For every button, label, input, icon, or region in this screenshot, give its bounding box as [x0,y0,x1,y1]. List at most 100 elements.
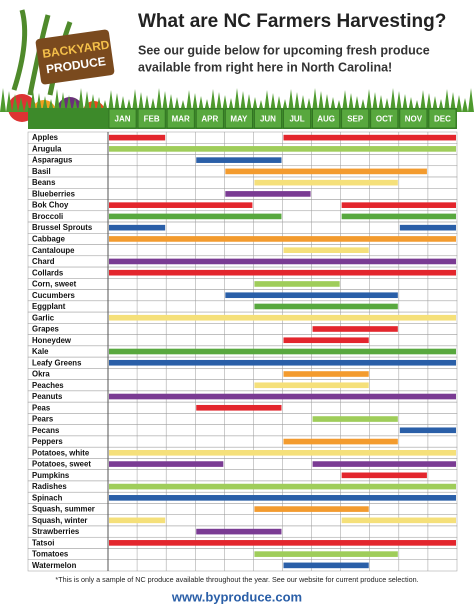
produce-name: Cantaloupe [32,246,75,255]
website[interactable]: www.byproduce.com [171,589,302,604]
produce-name: Broccoli [32,212,63,221]
harvest-bar [254,179,398,186]
month-header [399,108,428,129]
month-header [195,108,224,129]
produce-name: Blueberries [32,189,76,198]
produce-name: Tatsoi [32,538,54,547]
produce-name: Asparagus [32,156,73,165]
produce-name: Tomatoes [32,550,69,559]
harvest-bar [341,213,456,220]
harvest-bar [283,134,456,141]
produce-name: Radishes [32,482,67,491]
harvest-bar [109,134,166,141]
produce-name: Peppers [32,437,63,446]
month-header [370,108,399,129]
month-label: SEP [347,115,364,124]
harvest-bar [254,382,369,389]
produce-name: Kale [32,347,49,356]
harvest-bar [109,224,166,231]
harvest-bar [254,551,398,557]
harvest-bar [109,269,456,276]
footnote: *This is only a sample of NC produce ava… [55,575,418,584]
month-header [341,108,370,129]
produce-name: Peaches [32,381,64,390]
harvest-bar [109,258,456,265]
month-label: DEC [434,115,451,124]
harvest-bar [399,224,456,231]
harvest-bar [312,461,456,467]
harvest-bar [109,461,224,467]
title: What are NC Farmers Harvesting? [138,11,446,32]
produce-name: Garlic [32,313,55,322]
harvest-bar [225,168,427,175]
month-header [108,108,137,129]
harvest-bar [225,292,398,299]
harvest-bar [109,348,456,355]
harvest-bar [109,202,253,208]
produce-name: Spinach [32,493,63,502]
subtitle: available from right here in North Carol… [138,60,392,74]
row-background [27,221,458,234]
month-header [428,108,457,129]
produce-name: Chard [32,257,55,266]
harvest-bar [109,213,282,220]
harvest-bar [254,303,398,310]
month-label: MAR [172,115,190,124]
produce-name: Cucumbers [32,291,76,300]
harvest-bar [283,371,369,377]
produce-name: Watermelon [32,561,77,570]
month-header [166,108,195,129]
harvest-bar [196,157,282,163]
harvest-bar [109,359,456,366]
month-header [254,108,282,129]
harvest-bar [312,416,398,422]
produce-name: Arugula [32,144,62,153]
harvest-bar [109,540,456,546]
row-background [27,424,458,437]
harvest-bar [283,562,369,569]
month-header [137,108,166,129]
month-label: JAN [115,115,131,124]
harvest-bar [283,438,398,445]
month-label: JUN [260,115,276,124]
grass [0,88,474,112]
harvest-bar [254,281,340,287]
harvest-bar [196,404,282,411]
produce-name: Peanuts [32,392,63,401]
harvest-bar [109,146,456,152]
row-background [27,278,458,290]
harvest-bar [109,517,166,524]
produce-name: Beans [32,178,56,187]
month-header [312,108,341,129]
produce-name: Potatoes, sweet [32,460,91,469]
month-label: NOV [405,115,423,124]
produce-name: Bok Choy [32,201,69,210]
produce-name: Okra [32,370,50,379]
produce-name: Eggplant [32,302,66,311]
month-label: MAY [230,115,248,124]
month-label: OCT [376,115,393,124]
produce-name: Honeydew [32,336,72,345]
produce-name: Squash, summer [32,505,95,514]
produce-name: Apples [32,133,59,142]
month-label: AUG [317,115,335,124]
harvest-bar [109,495,456,501]
produce-name: Pears [32,415,54,424]
calendar: JAN FEB MAR APR MAY JUN JUL AUG SEP OCT NOV DEC Appl… [27,108,458,572]
harvest-bar [312,326,398,332]
produce-name: Leafy Greens [32,358,82,367]
row-background [27,334,458,347]
harvest-bar [196,528,282,535]
produce-name: Corn, sweet [32,280,77,289]
row-background [27,559,458,572]
harvest-bar [225,191,311,197]
row-background [27,368,458,380]
month-header [224,108,253,129]
harvest-bar [109,236,456,242]
harvest-bar [341,202,456,208]
produce-name: Strawberries [32,527,80,536]
produce-name: Potatoes, white [32,448,90,457]
produce-name: Collards [32,268,64,277]
produce-name: Squash, winter [32,516,87,525]
